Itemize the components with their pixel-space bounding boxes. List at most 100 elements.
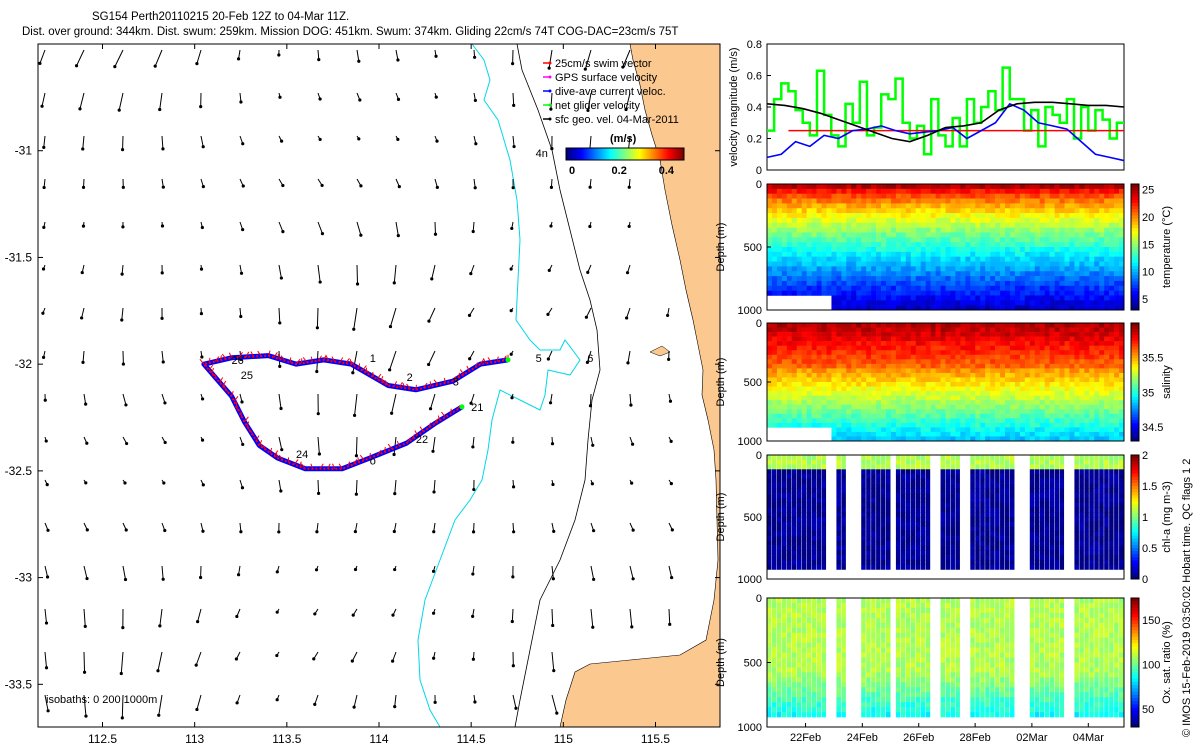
geo-vector-head [281, 183, 285, 188]
profile-cell [806, 261, 812, 267]
profile-cell [1039, 345, 1045, 351]
geo-vector-head [199, 312, 204, 316]
profile-cell [915, 359, 922, 365]
profile-cell [960, 227, 966, 233]
swim-vector [380, 376, 384, 382]
profile-cell [965, 222, 971, 228]
profile-cell [821, 483, 827, 489]
profile-cell [930, 377, 936, 383]
profile-cell [881, 377, 887, 383]
profile-cell [920, 208, 926, 214]
map-x-tick-label: 114.5 [457, 732, 486, 746]
map-background [38, 44, 720, 727]
profile-cell [1094, 422, 1100, 428]
profile-cell [871, 436, 877, 442]
profile-cell [1054, 290, 1060, 296]
profile-cell [950, 332, 956, 337]
profile-cell [940, 295, 946, 301]
profile-cell [895, 290, 902, 296]
profile-cell [1034, 188, 1041, 194]
profile-cell [767, 345, 773, 351]
profile-cell [806, 382, 812, 387]
profile-cell [771, 227, 778, 233]
profile-cell [826, 372, 832, 378]
profile-cell [836, 193, 842, 199]
profile-cell [1059, 222, 1065, 228]
profile-cell [1114, 222, 1120, 228]
profile-cell [786, 404, 793, 410]
profile-cell [965, 251, 971, 257]
geo-vector-head [427, 319, 431, 323]
profile-cell [776, 507, 782, 513]
profile-cell [846, 400, 852, 405]
profile-cell [1074, 276, 1080, 282]
profile-cell [900, 285, 907, 291]
profile-cell [950, 305, 956, 311]
profile-cell [995, 208, 1001, 214]
profile-cell [915, 285, 922, 291]
profile-cell [826, 247, 832, 253]
profile-cell [821, 526, 827, 532]
profile-cell [945, 345, 951, 351]
panel-colorbar-segment [1131, 352, 1139, 356]
profile-cell [796, 359, 803, 365]
profile-cell [1119, 431, 1125, 437]
profile-cell [786, 455, 792, 461]
profile-cell [1059, 382, 1065, 387]
profile-cell [771, 531, 777, 537]
profile-cell [1094, 332, 1100, 337]
profile-cell [1039, 400, 1045, 405]
profile-cell [776, 545, 782, 551]
profile-cell [1009, 208, 1016, 214]
profile-cell [920, 271, 926, 277]
profile-cell [866, 193, 872, 199]
profile-cell [876, 305, 882, 311]
profile-cell [836, 266, 842, 272]
profile-cell [851, 261, 857, 267]
profile-cell [960, 305, 966, 311]
profile-cell [1034, 261, 1041, 267]
profile-cell [836, 359, 842, 365]
profile-cell [910, 290, 917, 296]
profile-cell [965, 261, 971, 267]
profile-cell [910, 436, 917, 442]
profile-cell [1039, 290, 1045, 296]
profile-cell [995, 436, 1001, 442]
profile-cell [801, 276, 807, 282]
profile-cell [990, 198, 996, 204]
profile-cell [1084, 217, 1090, 224]
profile-cell [960, 193, 966, 199]
profile-cell [1019, 323, 1026, 328]
profile-cell [1079, 336, 1085, 342]
profile-cell [886, 386, 892, 392]
swim-vector [402, 382, 406, 389]
profile-cell [776, 413, 783, 419]
profile-cell [1109, 266, 1115, 272]
profile-cell [826, 271, 832, 277]
profile-cell [811, 193, 817, 199]
geo-vector-head [280, 448, 284, 452]
profile-cell [1074, 290, 1080, 296]
profile-cell [1029, 217, 1036, 224]
profile-cell [866, 208, 872, 214]
geo-vector-head [549, 224, 553, 228]
profile-cell [886, 242, 892, 248]
profile-cell [915, 336, 922, 342]
profile-cell [841, 198, 847, 204]
profile-cell [1084, 213, 1090, 219]
profile-cell [925, 323, 931, 328]
profile-cell [886, 350, 892, 356]
profile-cell [806, 341, 812, 346]
profile-cell [1014, 341, 1021, 346]
profile-cell [826, 237, 832, 243]
profile-cell [1044, 227, 1050, 233]
profile-cell [1089, 256, 1095, 262]
profile-cell [796, 391, 803, 396]
swim-vector [246, 425, 251, 432]
profile-cell [950, 203, 956, 209]
panel-colorbar-segment [1131, 355, 1139, 359]
profile-cell [920, 203, 926, 209]
geo-vector-head [279, 139, 284, 143]
colorbar-segment [638, 148, 642, 160]
profile-cell [866, 242, 872, 248]
